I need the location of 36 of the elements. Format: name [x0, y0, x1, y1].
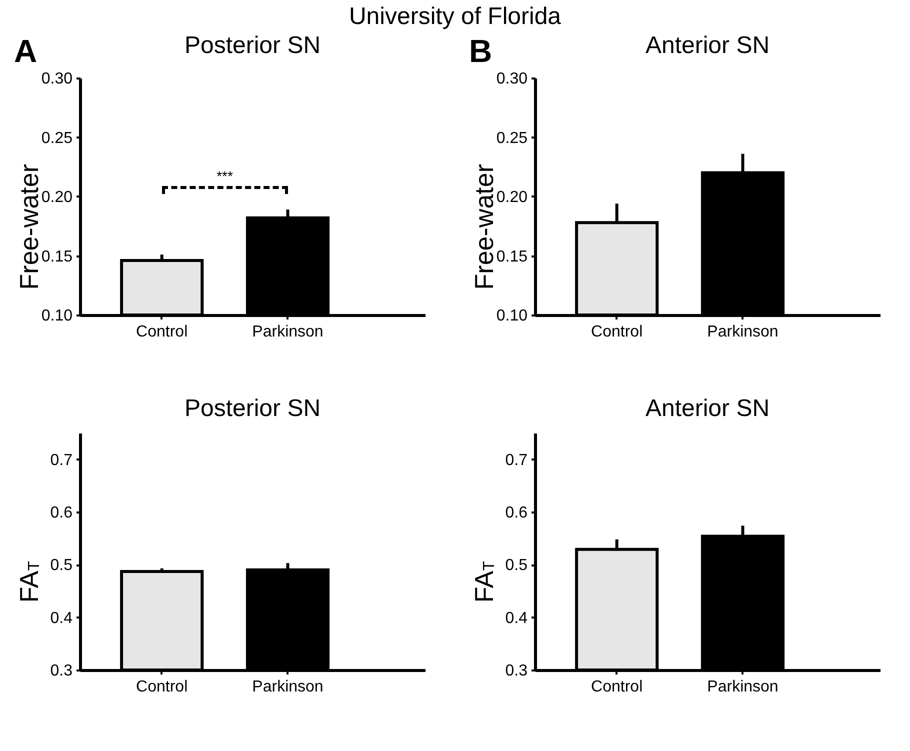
y-tick-label: 0.25	[41, 130, 73, 147]
text: B	[469, 33, 492, 69]
x-tick-label: Parkinson	[252, 324, 324, 340]
y-tick-label: 0.4	[50, 610, 73, 627]
y-tick-label: 0.4	[505, 610, 528, 627]
x-tick-label: Control	[591, 324, 643, 340]
chart-title: Anterior SN	[645, 32, 770, 59]
x-tick-label: Control	[136, 678, 188, 696]
text: University of Florida	[348, 3, 562, 30]
x-tick-label: Control	[591, 678, 643, 696]
x-tick-label: Control	[136, 324, 188, 340]
y-tick-label: 0.7	[50, 452, 73, 469]
y-tick-label: 0.3	[505, 662, 528, 680]
y-tick-label: 0.25	[496, 130, 528, 147]
y-tick-label: 0.6	[50, 504, 73, 522]
chart-title: Posterior SN	[184, 395, 321, 422]
y-tick-label: 0.15	[41, 248, 73, 266]
x-tick-label: Parkinson	[707, 324, 778, 340]
y-tick-label: 0.10	[41, 308, 73, 324]
x-tick-label: Parkinson	[707, 678, 778, 696]
x-tick-label: Parkinson	[252, 678, 324, 696]
chart-title: Posterior SN	[184, 32, 321, 59]
y-tick-label: 0.7	[505, 452, 528, 469]
annotation: ***	[216, 168, 234, 184]
y-tick-label: 0.30	[496, 70, 528, 88]
y-tick-label: 0.30	[41, 70, 73, 88]
y-tick-label: 0.5	[50, 557, 73, 574]
y-tick-label: 0.3	[50, 662, 73, 680]
y-tick-label: 0.10	[496, 308, 528, 324]
y-tick-label: 0.20	[496, 189, 528, 206]
chart-title: Anterior SN	[645, 395, 770, 422]
y-tick-label: 0.5	[505, 557, 528, 574]
text: A	[14, 33, 38, 69]
y-tick-label: 0.15	[496, 248, 528, 266]
y-tick-label: 0.20	[41, 189, 73, 206]
y-tick-label: 0.6	[505, 504, 528, 522]
